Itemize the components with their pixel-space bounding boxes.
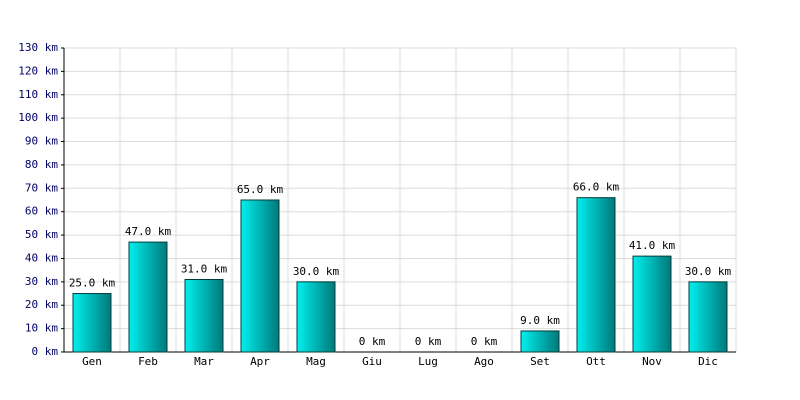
y-tick-label: 20 km [25, 298, 58, 311]
y-tick-label: 110 km [18, 88, 58, 101]
value-label: 25.0 km [69, 277, 116, 290]
value-label: 47.0 km [125, 225, 172, 238]
bar [72, 293, 112, 353]
x-tick-label: Lug [418, 355, 438, 368]
value-label: 66.0 km [573, 181, 620, 194]
x-tick-label: Mag [306, 355, 326, 368]
value-label: 0 km [471, 335, 498, 348]
y-tick-label: 10 km [25, 322, 58, 335]
bar [576, 197, 616, 353]
value-label: 30.0 km [685, 265, 732, 278]
bar [240, 199, 280, 353]
value-label: 0 km [415, 335, 442, 348]
bar [296, 281, 336, 353]
y-tick-label: 40 km [25, 251, 58, 264]
x-tick-label: Apr [250, 355, 270, 368]
value-label: 31.0 km [181, 263, 228, 276]
x-tick-label: Ott [586, 355, 606, 368]
y-tick-label: 30 km [25, 275, 58, 288]
x-tick-label: Nov [642, 355, 662, 368]
x-tick-label: Giu [362, 355, 382, 368]
y-tick-label: 60 km [25, 205, 58, 218]
x-tick-label: Feb [138, 355, 158, 368]
x-tick-label: Gen [82, 355, 102, 368]
x-tick-label: Set [530, 355, 550, 368]
bar [632, 255, 672, 353]
y-tick-label: 80 km [25, 158, 58, 171]
y-tick-label: 90 km [25, 135, 58, 148]
x-tick-label: Dic [698, 355, 718, 368]
value-label: 65.0 km [237, 183, 284, 196]
bar [128, 241, 168, 353]
value-label: 41.0 km [629, 239, 676, 252]
bar [520, 330, 560, 353]
y-tick-label: 70 km [25, 181, 58, 194]
y-tick-label: 0 km [32, 345, 59, 358]
value-label: 30.0 km [293, 265, 340, 278]
bar [184, 279, 224, 353]
value-label: 0 km [359, 335, 386, 348]
y-tick-label: 120 km [18, 64, 58, 77]
y-tick-label: 50 km [25, 228, 58, 241]
bar [688, 281, 728, 353]
x-tick-label: Ago [474, 355, 494, 368]
y-tick-label: 100 km [18, 111, 58, 124]
x-tick-label: Mar [194, 355, 214, 368]
value-label: 9.0 km [520, 314, 560, 327]
y-tick-label: 130 km [18, 41, 58, 54]
